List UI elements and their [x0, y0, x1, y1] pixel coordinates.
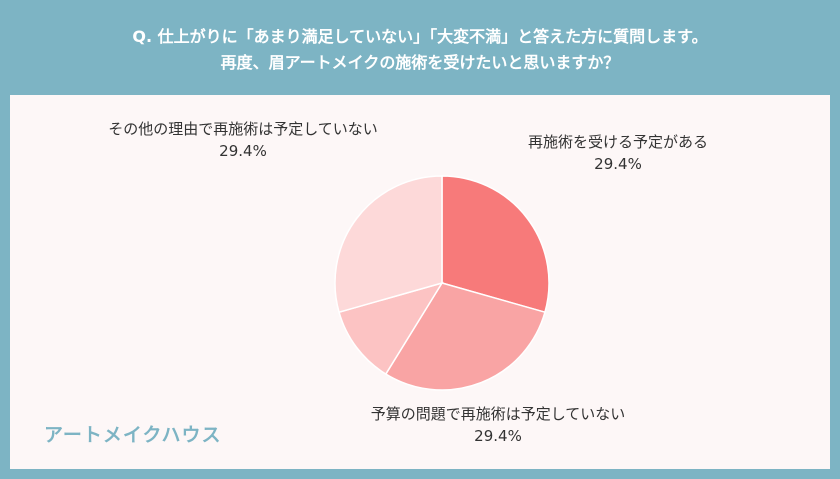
pie-slice-rebook: [441, 175, 550, 314]
slice-pct-rebook: 29.4%: [594, 155, 642, 173]
slice-pct-other: 29.4%: [219, 142, 267, 160]
slice-label-rebook: 再施術を受ける予定がある 29.4%: [488, 131, 748, 175]
slice-label-other-text: その他の理由で再施術は予定していない: [108, 120, 378, 138]
pie-slice-unlabeled: [338, 281, 444, 376]
slice-label-budget-text: 予算の問題で再施術は予定していない: [370, 405, 626, 423]
slice-pct-budget: 29.4%: [474, 427, 522, 445]
slice-label-other: その他の理由で再施術は予定していない 29.4%: [63, 118, 423, 162]
question-line-1: Q. 仕上がりに「あまり満足していない」「大変不満」と答えた方に質問します。: [132, 27, 708, 46]
slice-label-budget: 予算の問題で再施術は予定していない 29.4%: [318, 403, 678, 447]
question-line-2: 再度、眉アートメイクの施術を受けたいと思いますか？: [220, 53, 620, 72]
brand-logo-text: アートメイクハウス: [44, 424, 222, 446]
slice-label-rebook-text: 再施術を受ける予定がある: [527, 133, 708, 151]
pie-slice-other: [334, 175, 443, 314]
question-header: Q. 仕上がりに「あまり満足していない」「大変不満」と答えた方に質問します。 再…: [0, 0, 840, 94]
